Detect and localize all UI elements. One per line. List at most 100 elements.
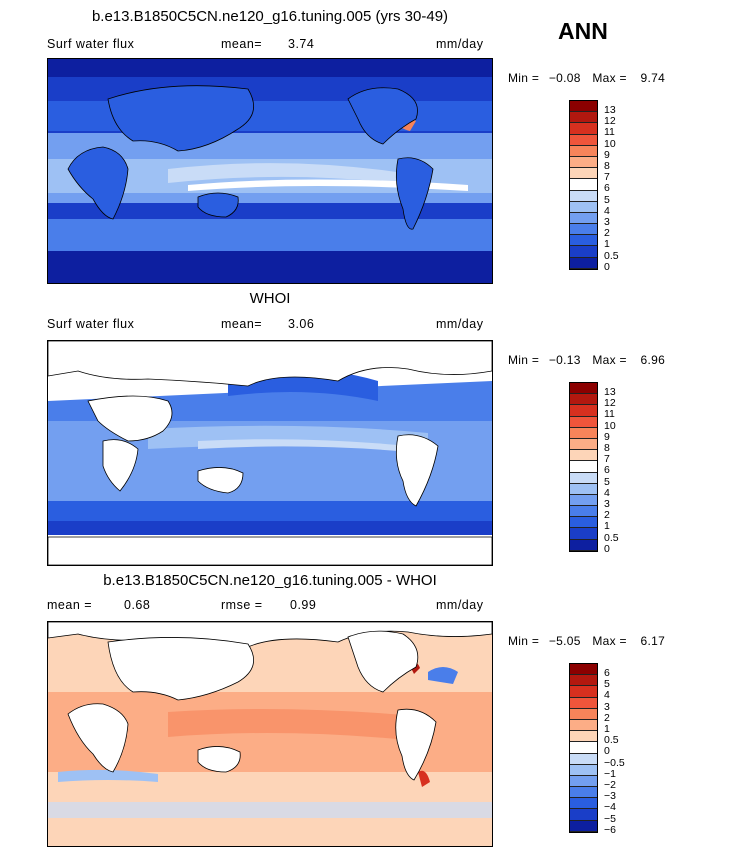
panel-1-title: b.e13.B1850C5CN.ne120_g16.tuning.005 (yr…: [91, 8, 449, 25]
colorbar-tick-label: 12: [604, 115, 616, 128]
colorbar-swatch: [570, 506, 597, 518]
colorbar-swatch: [570, 708, 597, 720]
panel-2-title: WHOI: [249, 290, 291, 307]
colorbar-tick-label: −3: [604, 790, 616, 803]
colorbar-swatch: [570, 235, 597, 247]
colorbar-swatch: [570, 764, 597, 776]
panel-1-colorbar: [569, 100, 598, 270]
colorbar-tick-label: 13: [604, 386, 616, 398]
colorbar-swatch: [570, 179, 597, 191]
colorbar-tick-label: 9: [604, 148, 610, 161]
panel-1-mean-label: mean=: [221, 37, 263, 51]
colorbar-tick-label: 10: [604, 419, 616, 432]
colorbar-swatch: [570, 212, 597, 225]
colorbar-swatch: [570, 664, 597, 676]
colorbar-swatch: [570, 101, 597, 113]
colorbar-tick-label: −6: [604, 823, 616, 836]
panel-1-variable-label: Surf water flux: [47, 37, 135, 51]
colorbar-tick-label: −1: [604, 767, 616, 780]
colorbar-tick-label: 0: [604, 542, 610, 555]
colorbar-tick-label: 11: [604, 126, 615, 139]
colorbar-swatch: [570, 123, 597, 135]
colorbar-swatch: [570, 224, 597, 236]
panel-2-min-label: Min =: [508, 353, 540, 367]
season-label: ANN: [558, 18, 608, 44]
panel-3-max-value: 6.17: [640, 634, 666, 648]
colorbar-swatch: [570, 156, 597, 169]
panel-3-title: b.e13.B1850C5CN.ne120_g16.tuning.005 - W…: [103, 572, 437, 589]
panel-1-min-label: Min =: [508, 71, 540, 85]
colorbar-swatch: [570, 257, 597, 269]
colorbar-tick-label: 11: [604, 408, 615, 421]
colorbar-tick-label: 2: [604, 711, 610, 724]
colorbar-tick-label: 2: [604, 509, 610, 522]
panel-1-max-label: Max =: [592, 71, 627, 85]
colorbar-tick-label: 3: [604, 700, 610, 713]
colorbar-swatch: [570, 528, 597, 540]
colorbar-tick-label: 5: [604, 475, 610, 488]
panel-3-mean-label: mean =: [47, 598, 93, 612]
panel-3-units: mm/day: [436, 598, 484, 612]
panel-1-map: [47, 58, 493, 284]
colorbar-swatch: [570, 190, 597, 202]
colorbar-tick-label: −4: [604, 801, 616, 814]
colorbar-tick-label: 9: [604, 430, 610, 443]
colorbar-tick-label: 8: [604, 442, 610, 454]
panel-2-max-value: 6.96: [640, 353, 666, 367]
colorbar-swatch: [570, 416, 597, 428]
colorbar-tick-label: 1: [604, 520, 610, 533]
colorbar-tick-label: 6: [604, 182, 610, 195]
colorbar-swatch: [570, 201, 597, 213]
colorbar-tick-label: −0.5: [604, 756, 625, 769]
colorbar-swatch: [570, 798, 597, 810]
colorbar-swatch: [570, 719, 597, 732]
colorbar-swatch: [570, 742, 597, 754]
colorbar-swatch: [570, 820, 597, 832]
colorbar-tick-label: −2: [604, 779, 616, 791]
colorbar-swatch: [570, 394, 597, 406]
panel-3-rmse-label: rmse =: [221, 598, 263, 612]
colorbar-swatch: [570, 461, 597, 473]
colorbar-swatch: [570, 731, 597, 743]
panel-2-map: [47, 340, 493, 566]
colorbar-tick-label: 3: [604, 216, 610, 228]
colorbar-tick-label: 7: [604, 453, 610, 466]
colorbar-tick-label: −5: [604, 812, 616, 825]
panel-3-mean-value: 0.68: [124, 598, 151, 612]
colorbar-swatch: [570, 383, 597, 395]
colorbar-swatch: [570, 134, 597, 146]
panel-3-colorbar: [569, 663, 598, 833]
colorbar-tick-label: 1: [604, 238, 610, 251]
colorbar-swatch: [570, 168, 597, 180]
colorbar-swatch: [570, 697, 597, 709]
panel-3-min-value: −5.05: [548, 634, 581, 648]
panel-2-units: mm/day: [436, 317, 484, 331]
panel-2-min-value: −0.13: [548, 353, 581, 367]
colorbar-tick-label: 0: [604, 260, 610, 273]
colorbar-swatch: [570, 450, 597, 462]
colorbar-swatch: [570, 675, 597, 687]
panel-1-mean-value: 3.74: [288, 37, 315, 51]
colorbar-swatch: [570, 539, 597, 551]
panel-1-min-value: −0.08: [548, 71, 581, 85]
colorbar-tick-label: 6: [604, 667, 610, 679]
colorbar-tick-label: 6: [604, 464, 610, 477]
colorbar-tick-label: 0.5: [604, 734, 619, 747]
panel-3-min-label: Min =: [508, 634, 540, 648]
colorbar-tick-label: 2: [604, 227, 610, 240]
colorbar-swatch: [570, 112, 597, 124]
colorbar-tick-label: 4: [604, 486, 610, 499]
colorbar-swatch: [570, 438, 597, 451]
colorbar-tick-label: 10: [604, 137, 616, 150]
colorbar-tick-label: 0.5: [604, 531, 619, 544]
colorbar-tick-label: 0.5: [604, 249, 619, 262]
panel-3-map: [47, 621, 493, 847]
colorbar-tick-label: 0: [604, 745, 610, 758]
colorbar-tick-label: 7: [604, 171, 610, 184]
panel-2-colorbar: [569, 382, 598, 552]
colorbar-tick-label: 13: [604, 104, 616, 116]
panel-1-units: mm/day: [436, 37, 484, 51]
colorbar-tick-label: 12: [604, 397, 616, 410]
panel-3-rmse-value: 0.99: [290, 598, 317, 612]
colorbar-tick-label: 8: [604, 160, 610, 172]
